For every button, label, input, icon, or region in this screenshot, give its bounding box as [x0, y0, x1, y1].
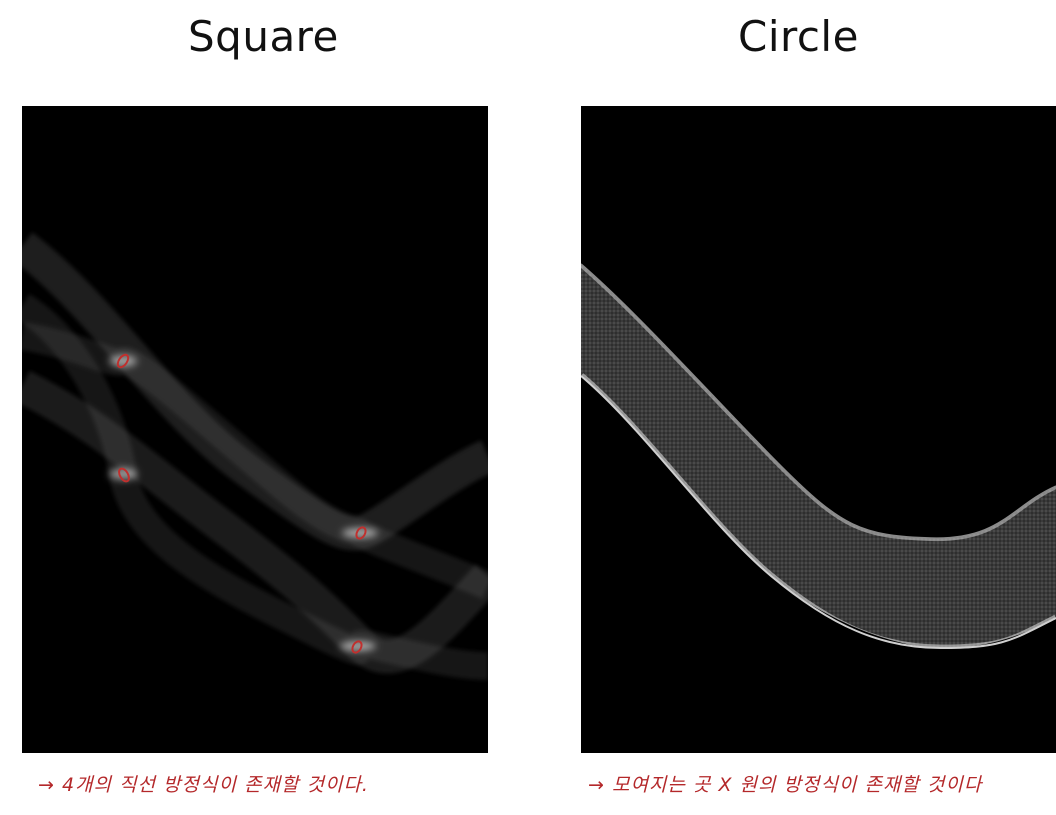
red-mark-4 [351, 640, 363, 654]
square-hough-svg [22, 106, 488, 753]
circle-hough-svg [581, 106, 1056, 753]
square-annotation: → 4개의 직선 방정식이 존재할 것이다. [38, 774, 369, 796]
intersection-glow-4 [340, 641, 376, 651]
intersection-glow-1 [109, 355, 137, 367]
red-mark-1 [116, 353, 130, 369]
circle-band-edge-top [581, 263, 1056, 539]
red-mark-2 [118, 467, 130, 483]
intersection-glow-2 [109, 468, 137, 480]
circle-annotation: → 모여지는 곳 X 원의 방정식이 존재할 것이다 [588, 774, 983, 796]
circle-hough-band [581, 264, 1056, 648]
circle-title: Circle [738, 12, 859, 61]
square-title: Square [188, 12, 339, 61]
intersection-glow-3 [342, 528, 378, 538]
square-hough-panel [22, 106, 488, 753]
red-mark-3 [355, 526, 367, 540]
circle-band-edge-bottom [581, 375, 1056, 650]
circle-hough-panel [581, 106, 1056, 753]
